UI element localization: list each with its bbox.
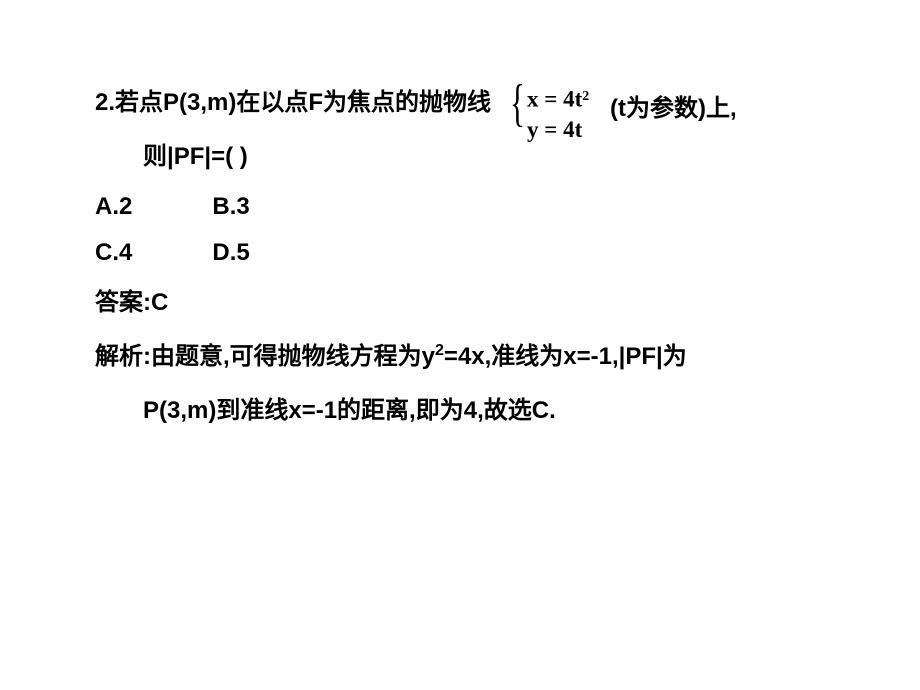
- answer-line: 答案:C: [95, 285, 825, 321]
- question-text-1: 若点P(3,m)在以点F为焦点的抛物线: [115, 89, 491, 116]
- option-d: D.5: [212, 239, 249, 266]
- equation-y: y = 4t: [527, 115, 589, 145]
- explanation-line2: P(3,m)到准线x=-1的距离,即为4,故选C.: [95, 393, 825, 429]
- option-a: A.2: [95, 193, 132, 220]
- explanation-sup: 2: [435, 342, 444, 359]
- options-row-1: A.2 B.3: [95, 193, 825, 221]
- options-row-2: C.4 D.5: [95, 239, 825, 267]
- parameter-note: (t为参数)上,: [610, 88, 737, 123]
- explanation-line1: 解析:由题意,可得抛物线方程为y2=4x,准线为x=-1,|PF|为: [95, 339, 825, 375]
- explanation-text1: 由题意,可得抛物线方程为y: [151, 343, 435, 370]
- question-number: 2.: [95, 89, 115, 116]
- question-stem-line2: 则|PF|=( ): [95, 139, 825, 175]
- option-b: B.3: [212, 193, 249, 220]
- option-c: C.4: [95, 239, 132, 266]
- eq-x-sup: 2: [582, 89, 589, 104]
- explanation-label: 解析:: [95, 343, 151, 370]
- explanation-text2: =4x,准线为x=-1,|PF|为: [444, 343, 687, 370]
- left-brace-icon: {: [510, 78, 525, 130]
- equation-lines: x = 4t2 y = 4t: [527, 80, 589, 145]
- equation-x: x = 4t2: [527, 80, 589, 115]
- eq-x-text: x = 4t: [527, 87, 582, 112]
